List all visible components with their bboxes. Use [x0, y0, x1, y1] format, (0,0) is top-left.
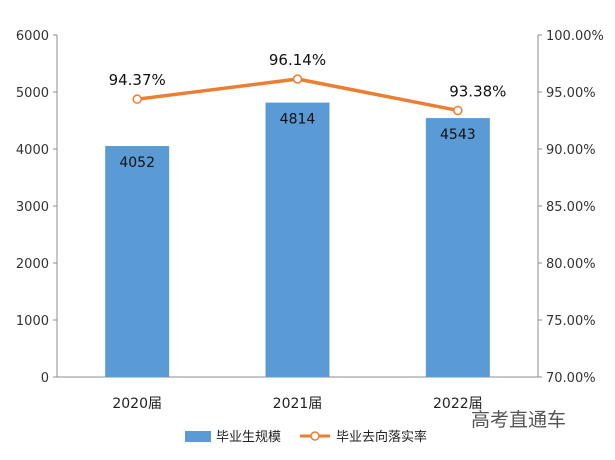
legend-line-label: 毕业去向落实率 — [336, 429, 427, 445]
left-tick-label: 0 — [41, 371, 49, 386]
legend-bar-swatch — [185, 431, 211, 442]
legend-bar-label: 毕业生规模 — [216, 430, 281, 445]
category-label: 2020届 — [112, 396, 162, 412]
right-tick-label: 90.00% — [546, 143, 596, 158]
right-axis-ticks: 70.00% 75.00% 80.00% 85.00% 90.00% 95.00% 100.… — [538, 29, 604, 386]
bar — [105, 146, 170, 377]
line-data-label: 96.14% — [269, 51, 326, 69]
legend: 毕业生规模 毕业去向落实率 — [185, 429, 427, 445]
line-point — [292, 74, 303, 84]
left-tick-label: 1000 — [16, 314, 49, 329]
bar — [265, 102, 330, 378]
left-tick-label: 5000 — [16, 86, 49, 101]
line-data-label: 93.38% — [449, 82, 506, 100]
right-tick-label: 85.00% — [546, 200, 596, 215]
bar-series — [105, 102, 490, 378]
line-series: 94.37% 96.14% 93.38% — [109, 51, 506, 116]
right-tick-label: 75.00% — [546, 314, 596, 329]
line-point — [453, 105, 463, 116]
left-tick-label: 2000 — [16, 257, 49, 272]
watermark: 高考直通车 — [471, 409, 566, 431]
left-tick-label: 6000 — [16, 29, 49, 44]
right-tick-label: 70.00% — [546, 371, 596, 386]
category-label: 2021届 — [273, 396, 323, 412]
legend-line-marker — [310, 431, 320, 441]
bar-data-label: 4814 — [280, 112, 316, 128]
right-tick-label: 100.00% — [546, 29, 604, 44]
category-labels: 2020届 2021届 2022届 — [112, 396, 482, 412]
category-label: 2022届 — [433, 396, 483, 412]
left-axis-ticks: 0 1000 2000 3000 4000 5000 6000 — [16, 29, 57, 386]
right-tick-label: 80.00% — [546, 257, 596, 272]
line-data-label: 94.37% — [109, 71, 166, 89]
bar-data-labels: 4052 4814 4543 — [119, 112, 475, 171]
left-tick-label: 4000 — [16, 143, 49, 158]
left-tick-label: 3000 — [16, 200, 49, 215]
bar-data-label: 4052 — [119, 155, 155, 171]
right-tick-label: 95.00% — [546, 86, 596, 101]
bar-data-label: 4543 — [440, 127, 476, 143]
line-point — [132, 94, 142, 104]
bar — [425, 118, 490, 377]
